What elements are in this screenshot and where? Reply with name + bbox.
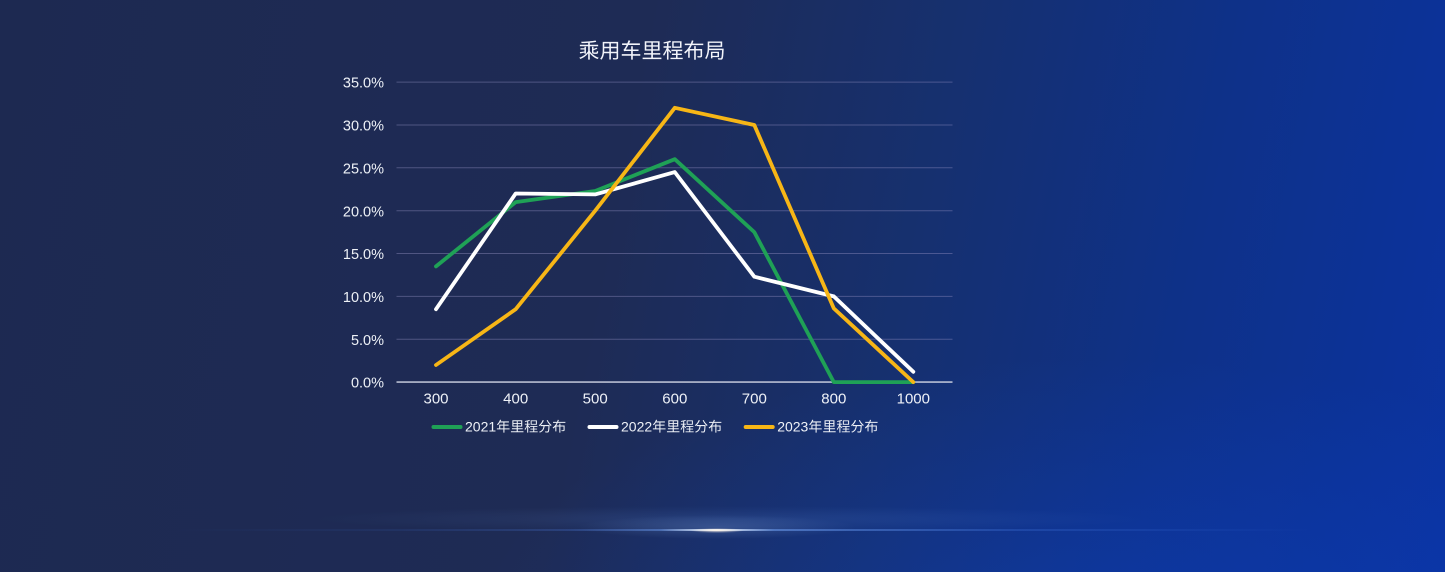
svg-text:2021: 2021	[465, 419, 496, 435]
svg-text:500: 500	[583, 391, 608, 408]
svg-text:10.0%: 10.0%	[343, 290, 384, 306]
svg-text:35.0%: 35.0%	[343, 76, 384, 92]
svg-text:25.0%: 25.0%	[343, 161, 384, 177]
svg-text:1000: 1000	[897, 391, 930, 408]
svg-text:20.0%: 20.0%	[343, 204, 384, 220]
svg-text:700: 700	[742, 391, 767, 408]
svg-text:2022: 2022	[621, 419, 652, 435]
svg-text:30.0%: 30.0%	[343, 119, 384, 135]
svg-text:0.0%: 0.0%	[351, 376, 384, 392]
svg-text:800: 800	[821, 391, 846, 408]
svg-text:600: 600	[662, 391, 687, 408]
svg-text:15.0%: 15.0%	[343, 247, 384, 263]
svg-text:2023: 2023	[777, 419, 808, 435]
svg-text:400: 400	[503, 391, 528, 408]
svg-text:5.0%: 5.0%	[351, 333, 384, 349]
svg-text:300: 300	[423, 391, 448, 408]
